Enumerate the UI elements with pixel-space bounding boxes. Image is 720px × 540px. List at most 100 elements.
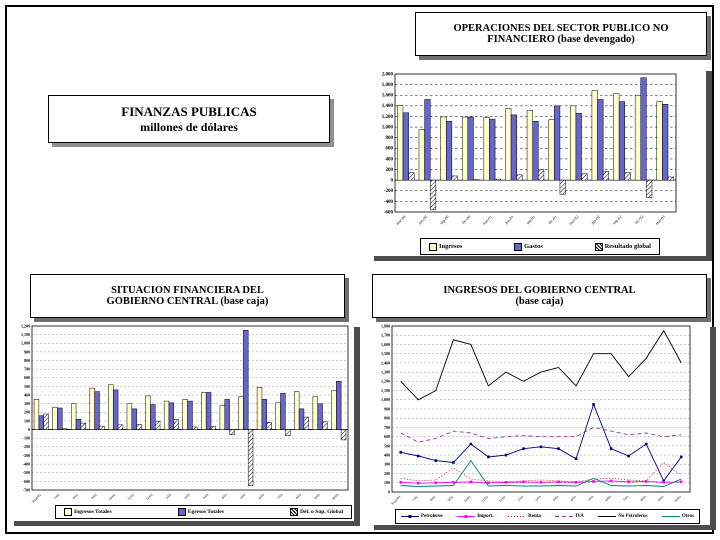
operaciones-plot: -600 -400 -200 0 200 400 600 800 1,000 1,200 1,400… bbox=[382, 72, 677, 226]
svg-text:6/03: 6/03 bbox=[258, 493, 265, 500]
svg-text:2/03: 2/03 bbox=[183, 493, 190, 500]
svg-text:jun-01: jun-01 bbox=[503, 214, 515, 226]
svg-text:400: 400 bbox=[386, 157, 394, 162]
slide-border bbox=[5, 5, 714, 534]
legend-swatch-resultado-global bbox=[594, 242, 603, 251]
svg-text:0: 0 bbox=[388, 489, 390, 494]
svg-text:12/02: 12/02 bbox=[498, 495, 507, 504]
svg-text:mar-02: mar-02 bbox=[568, 214, 580, 226]
svg-text:9/03: 9/03 bbox=[314, 493, 321, 500]
ingresos-title-line2: (base caja) bbox=[515, 296, 564, 307]
svg-text:800: 800 bbox=[386, 136, 394, 141]
svg-text:300: 300 bbox=[24, 401, 30, 406]
legend-label-petroleros: Petroleros bbox=[421, 514, 443, 519]
legend-label-ingresos: Ingresos bbox=[439, 243, 463, 250]
svg-text:7/02: 7/02 bbox=[412, 495, 419, 502]
ingresos-title-line1: INGRESOS DEL GOBIERNO CENTRAL bbox=[443, 285, 636, 296]
svg-text:-400: -400 bbox=[384, 200, 394, 205]
legend-item-no-petroleros: No Petroleros bbox=[598, 513, 647, 520]
legend-swatch-otros bbox=[661, 516, 680, 517]
svg-text:300: 300 bbox=[384, 462, 390, 467]
svg-text:8/03: 8/03 bbox=[295, 493, 302, 500]
svg-text:1,100: 1,100 bbox=[21, 332, 30, 337]
legend-label-resultado-global: Resultado global bbox=[604, 243, 651, 250]
svg-text:-500: -500 bbox=[23, 470, 30, 475]
legend-label-iva: IVA bbox=[575, 514, 584, 519]
svg-text:7/03: 7/03 bbox=[276, 493, 283, 500]
legend-swatch-gastos bbox=[514, 242, 523, 251]
svg-text:1,000: 1,000 bbox=[382, 125, 394, 130]
svg-text:1/03: 1/03 bbox=[165, 493, 172, 500]
svg-text:-600: -600 bbox=[23, 479, 30, 484]
svg-text:3/03: 3/03 bbox=[202, 493, 209, 500]
svg-text:1,400: 1,400 bbox=[382, 104, 394, 109]
situacion-title-box: SITUACION FINANCIERA DEL GOBIERNO CENTRA… bbox=[30, 274, 345, 318]
svg-text:2/03: 2/03 bbox=[534, 495, 541, 502]
svg-text:-300: -300 bbox=[23, 453, 30, 458]
svg-text:10/02: 10/02 bbox=[463, 495, 472, 504]
svg-text:5/03: 5/03 bbox=[587, 495, 594, 502]
svg-text:0: 0 bbox=[28, 427, 30, 432]
svg-text:100: 100 bbox=[24, 418, 30, 423]
legend-label-renta: Renta bbox=[528, 514, 541, 519]
svg-text:sep-00: sep-00 bbox=[439, 214, 450, 225]
legend-label-gastos: Gastos bbox=[524, 243, 543, 250]
situacion-legend: Ingresos Totales Egresos Totales Déf. o Su… bbox=[55, 505, 352, 519]
main-title-box: FINANZAS PUBLICAS millones de dólares bbox=[48, 95, 330, 143]
svg-text:500: 500 bbox=[384, 443, 390, 448]
svg-text:10/03: 10/03 bbox=[331, 493, 340, 502]
svg-text:7/03: 7/03 bbox=[622, 495, 629, 502]
legend-item-d-f-o-sup-global: Déf. o Sup. Global bbox=[290, 508, 343, 516]
legend-item-petroleros: Petroleros bbox=[401, 513, 443, 520]
svg-text:11/02: 11/02 bbox=[481, 495, 490, 504]
svg-text:-100: -100 bbox=[23, 436, 30, 441]
legend-swatch-ingresos bbox=[429, 242, 437, 251]
svg-text:-200: -200 bbox=[384, 189, 394, 194]
svg-text:10/03: 10/03 bbox=[673, 495, 682, 504]
svg-text:8/03: 8/03 bbox=[640, 495, 647, 502]
svg-text:1,800: 1,800 bbox=[382, 83, 394, 88]
legend-item-iva: IVA bbox=[555, 513, 584, 520]
svg-text:-700: -700 bbox=[23, 487, 30, 492]
ingresos-title-box: INGRESOS DEL GOBIERNO CENTRAL (base caja… bbox=[372, 274, 707, 318]
svg-text:700: 700 bbox=[384, 425, 390, 430]
svg-text:900: 900 bbox=[384, 406, 390, 411]
ingresos-legend: Petroleros Import. Renta IVA No Petroleros Ot… bbox=[395, 509, 700, 524]
svg-text:500: 500 bbox=[24, 384, 30, 389]
legend-item-resultado-global: Resultado global bbox=[594, 242, 651, 251]
svg-text:600: 600 bbox=[384, 434, 390, 439]
svg-text:Total/02: Total/02 bbox=[31, 493, 42, 504]
ingresos-plot: 0 100 200 300 400 500 600 700 800 900 1,000 1,100 1,… bbox=[381, 323, 691, 506]
svg-text:4/03: 4/03 bbox=[221, 493, 228, 500]
legend-swatch-ingresos-totales bbox=[64, 508, 72, 516]
svg-text:8/02: 8/02 bbox=[72, 493, 79, 500]
svg-text:700: 700 bbox=[24, 367, 30, 372]
operaciones-title-line2: FINANCIERO (base devengado) bbox=[487, 34, 635, 45]
svg-text:1,600: 1,600 bbox=[381, 342, 390, 347]
svg-text:0: 0 bbox=[391, 179, 394, 184]
svg-text:800: 800 bbox=[24, 358, 30, 363]
situacion-title-line1: SITUACION FINANCIERA DEL bbox=[111, 285, 264, 296]
svg-text:9/02: 9/02 bbox=[91, 493, 98, 500]
operaciones-chart: -600 -400 -200 0 200 400 600 800 1,000 1,200 1,400… bbox=[368, 66, 706, 256]
operaciones-legend: Ingresos Gastos Resultado global bbox=[420, 238, 660, 255]
legend-label-ingresos-totales: Ingresos Totales bbox=[74, 509, 112, 515]
svg-text:dic-01: dic-01 bbox=[547, 214, 558, 225]
svg-text:Total/02: Total/02 bbox=[390, 495, 401, 506]
svg-text:-400: -400 bbox=[23, 462, 30, 467]
svg-text:10/02: 10/02 bbox=[108, 493, 117, 502]
svg-text:jun-02: jun-02 bbox=[589, 214, 601, 226]
svg-text:1,000: 1,000 bbox=[21, 341, 30, 346]
svg-text:9/03: 9/03 bbox=[657, 495, 664, 502]
legend-label-no-petroleros: No Petroleros bbox=[618, 514, 648, 519]
operaciones-title-line1: OPERACIONES DEL SECTOR PUBLICO NO bbox=[453, 23, 669, 34]
svg-text:mar-00: mar-00 bbox=[395, 214, 407, 226]
svg-text:200: 200 bbox=[384, 471, 390, 476]
legend-item-renta: Renta bbox=[508, 513, 541, 520]
svg-text:900: 900 bbox=[24, 349, 30, 354]
svg-text:600: 600 bbox=[24, 375, 30, 380]
svg-text:1,200: 1,200 bbox=[382, 115, 394, 120]
legend-item-gastos: Gastos bbox=[514, 242, 543, 251]
svg-text:5/03: 5/03 bbox=[239, 493, 246, 500]
